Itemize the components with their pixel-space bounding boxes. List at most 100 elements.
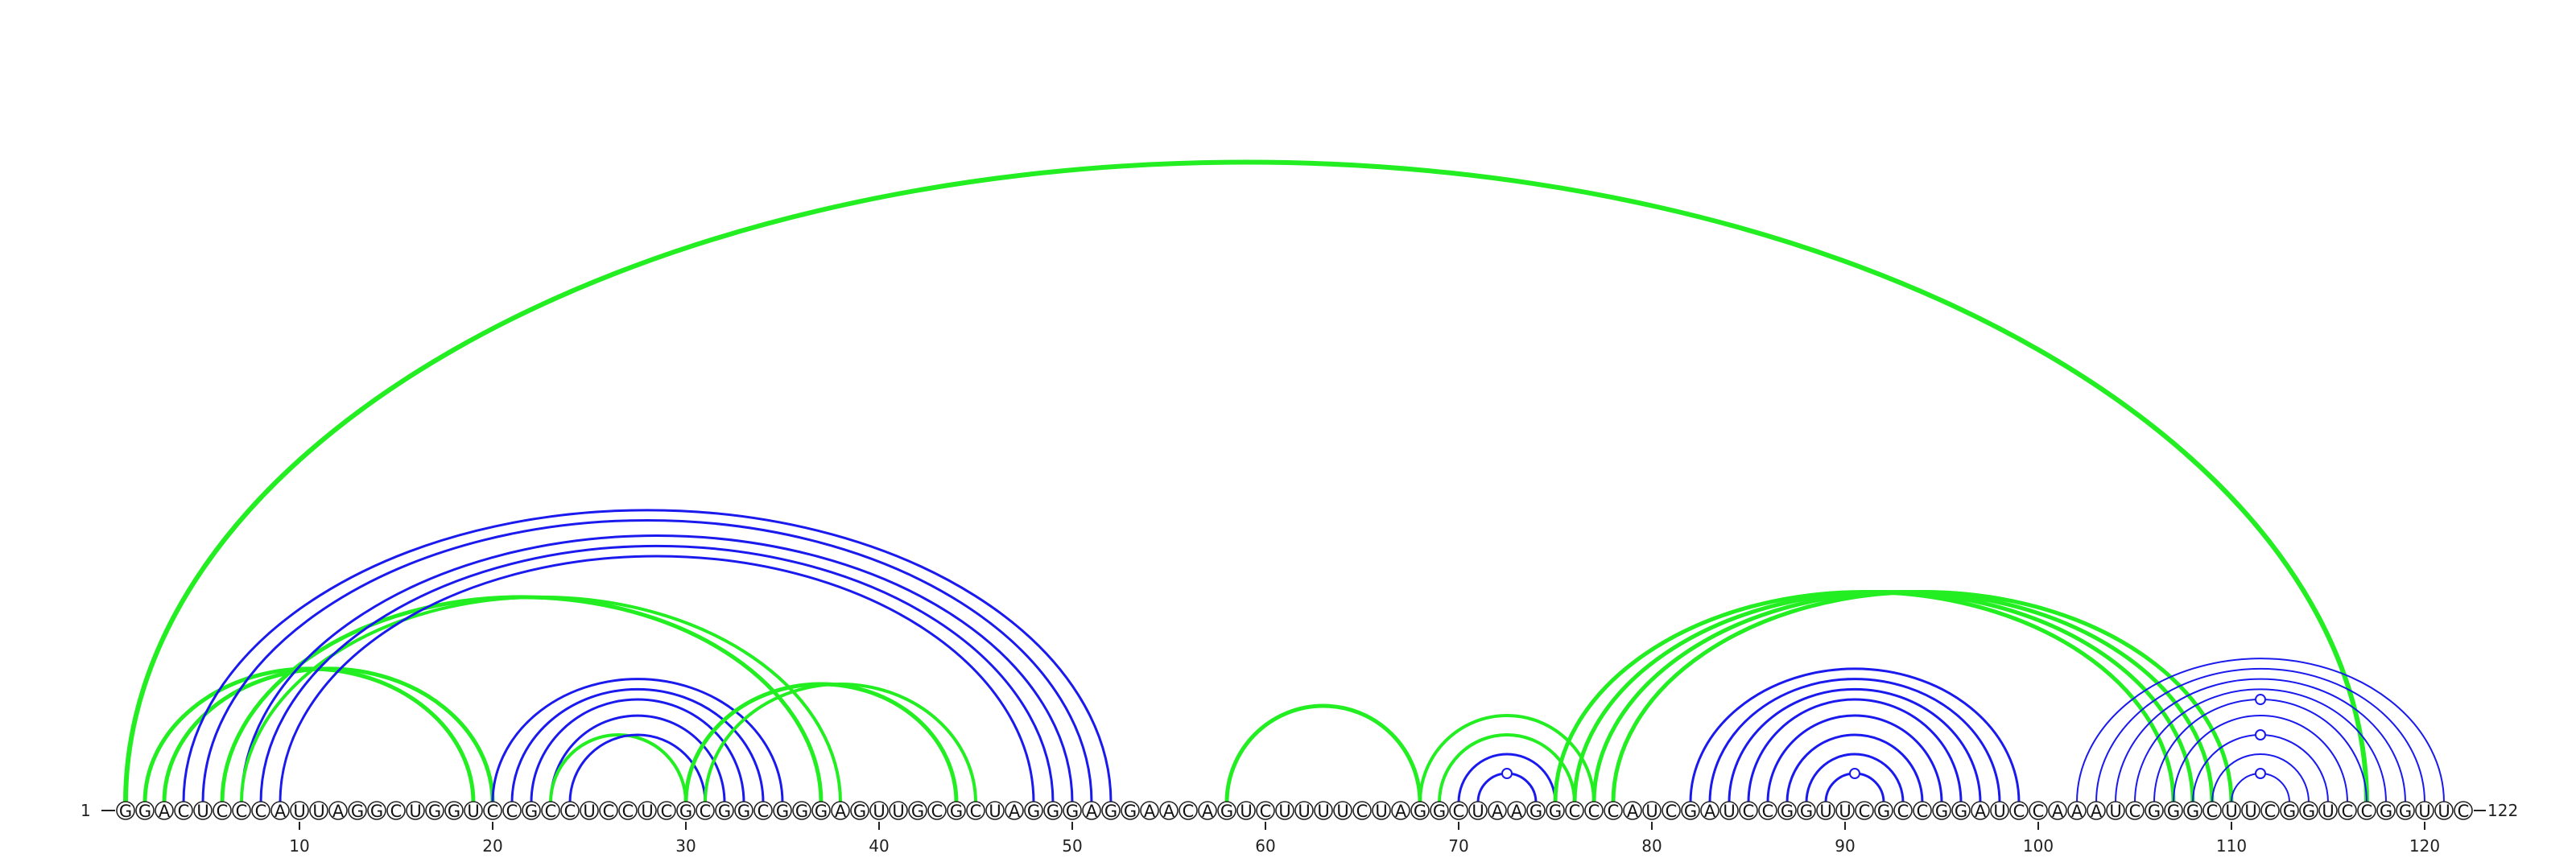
- nucleotide-circle: [734, 801, 753, 820]
- nucleotide-letter: U: [989, 802, 1001, 821]
- nucleotide-letter: C: [2342, 802, 2354, 821]
- nucleotide-circle: [2318, 801, 2338, 820]
- nucleotide-letter: G: [795, 802, 808, 821]
- nucleotide-14: G: [367, 801, 386, 821]
- nucleotide-letter: G: [950, 802, 963, 821]
- nucleotide-circle: [2280, 801, 2299, 820]
- pair-marker-89-92: [1849, 768, 1860, 779]
- nucleotide-letter: G: [815, 802, 828, 821]
- nucleotide-circle: [1893, 801, 1913, 820]
- nucleotide-letter: U: [1472, 802, 1484, 821]
- arc-blue-85-96: [1747, 698, 1963, 803]
- nucleotide-circle: [1410, 801, 1430, 820]
- nucleotide-106: G: [2145, 801, 2164, 821]
- nucleotide-circle: [174, 801, 193, 820]
- nucleotide-letter: C: [700, 802, 712, 821]
- arc-blue-23-32: [549, 714, 726, 803]
- nucleotide-letter: G: [1955, 802, 1967, 821]
- arc-blue-24-31: [568, 733, 707, 803]
- nucleotide-letter: C: [255, 802, 267, 821]
- nucleotide-circle: [1681, 801, 1700, 820]
- position-ticks: 10 20 30 40 50 60 70 80 90 100 110 120: [289, 822, 2440, 856]
- nucleotide-letter: G: [1220, 802, 1233, 821]
- nucleotide-circle: [1217, 801, 1236, 820]
- nucleotide-letter: C: [1588, 802, 1600, 821]
- nucleotide-25: U: [580, 801, 599, 821]
- nucleotide-119: G: [2396, 801, 2415, 821]
- nucleotide-60: C: [1256, 801, 1275, 821]
- nucleotide-97: A: [1971, 801, 1990, 821]
- tick-label-110: 110: [2216, 836, 2247, 856]
- nucleotide-letter: C: [603, 802, 615, 821]
- nucleotide-93: C: [1893, 801, 1913, 821]
- tick-label-40: 40: [869, 836, 889, 856]
- nucleotide-letter: C: [236, 802, 248, 821]
- nucleotide-115: U: [2318, 801, 2338, 821]
- nucleotide-circle: [1951, 801, 1971, 820]
- nucleotide-circle: [1700, 801, 1719, 820]
- nucleotide-letter: C: [1917, 802, 1929, 821]
- nucleotide-circle: [1159, 801, 1179, 820]
- start-label: 1: [80, 801, 91, 820]
- nucleotide-letter: U: [1819, 802, 1831, 821]
- nucleotide-circle: [1275, 801, 1294, 820]
- nucleotide-19: U: [464, 801, 483, 821]
- nucleotide-77: C: [1584, 801, 1604, 821]
- nucleotide-circle: [1584, 801, 1604, 820]
- arc-green-69-76: [1438, 733, 1576, 803]
- nucleotide-letter: C: [2207, 802, 2219, 821]
- nucleotide-85: C: [1739, 801, 1758, 821]
- nucleotide-102: A: [2067, 801, 2087, 821]
- nucleotide-105: C: [2125, 801, 2145, 821]
- nucleotide-112: C: [2260, 801, 2280, 821]
- nucleotide-letter: G: [776, 802, 789, 821]
- arc-blue-7-50: [240, 534, 1074, 803]
- nucleotide-letter: U: [293, 802, 305, 821]
- nucleotide-20: C: [483, 801, 502, 821]
- nucleotide-6: C: [213, 801, 232, 821]
- pair-marker-71-74: [1501, 768, 1513, 779]
- nucleotide-82: G: [1681, 801, 1700, 821]
- nucleotide-letter: G: [2399, 802, 2412, 821]
- sequence-axis: 1 122: [80, 801, 2518, 820]
- nucleotide-64: U: [1333, 801, 1352, 821]
- nucleotide-letter: U: [1278, 802, 1290, 821]
- nucleotide-48: G: [1024, 801, 1043, 821]
- nucleotide-80: U: [1642, 801, 1662, 821]
- arc-green-6-37: [220, 595, 824, 803]
- nucleotide-circle: [213, 801, 232, 820]
- arc-blue-21-34: [510, 687, 765, 803]
- nucleotide-96: G: [1951, 801, 1971, 821]
- nucleotide-letter: U: [2109, 802, 2121, 821]
- nucleotide-circle: [1642, 801, 1662, 820]
- nucleotide-67: A: [1391, 801, 1410, 821]
- nucleotide-circle: [1816, 801, 1835, 820]
- nucleotide-4: C: [174, 801, 193, 821]
- nucleotide-39: G: [850, 801, 869, 821]
- nucleotide-30: G: [676, 801, 696, 821]
- nucleotide-letter: C: [758, 802, 770, 821]
- nucleotide-circle: [386, 801, 406, 820]
- nucleotide-circle: [309, 801, 328, 820]
- nucleotide-91: C: [1855, 801, 1874, 821]
- nucleotide-circle: [1198, 801, 1217, 820]
- nucleotide-letter: U: [2418, 802, 2430, 821]
- nucleotide-22: G: [522, 801, 541, 821]
- nucleotide-circle: [2164, 801, 2183, 820]
- nucleotide-circle: [1855, 801, 1874, 820]
- nucleotide-letter: A: [1202, 802, 1214, 821]
- nucleotide-circle: [1372, 801, 1391, 820]
- nucleotide-circle: [1990, 801, 2009, 820]
- nucleotide-circle: [1777, 801, 1797, 820]
- nucleotide-56: C: [1179, 801, 1198, 821]
- arc-blue-86-95: [1766, 714, 1943, 803]
- nucleotide-81: C: [1662, 801, 1681, 821]
- nucleotide-3: A: [155, 801, 174, 821]
- nucleotide-letter: G: [1877, 802, 1890, 821]
- nucleotide-circle: [618, 801, 638, 820]
- nucleotide-circle: [889, 801, 908, 820]
- nucleotide-35: G: [773, 801, 792, 821]
- nucleotide-circle: [2357, 801, 2376, 820]
- nucleotide-circle: [1507, 801, 1526, 820]
